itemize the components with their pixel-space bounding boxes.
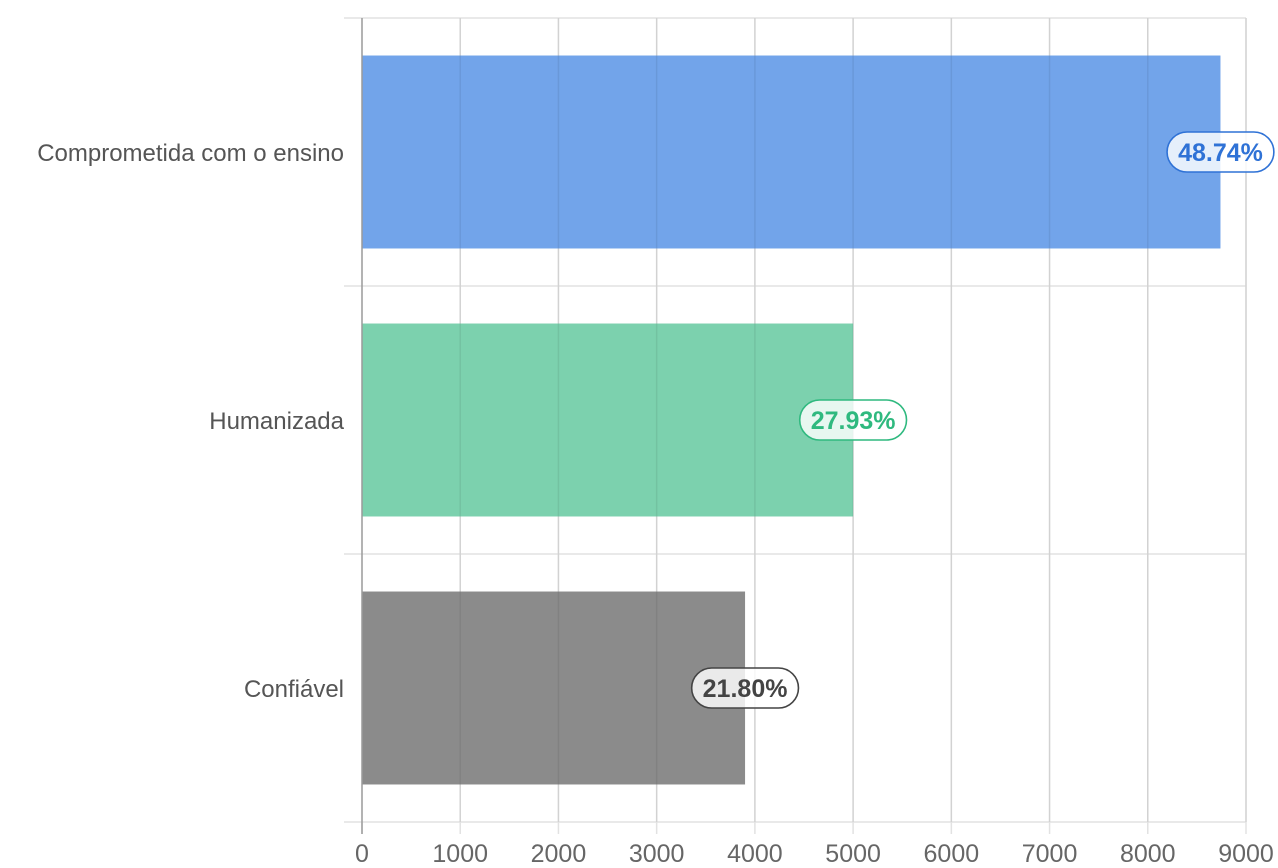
x-tick-label: 3000 [629, 840, 685, 868]
x-tick-label: 0 [355, 840, 369, 868]
data-label-badge: 21.80% [690, 667, 800, 709]
x-tick-label: 1000 [432, 840, 488, 868]
x-tick-label: 8000 [1120, 840, 1176, 868]
data-label-pill [690, 667, 800, 709]
data-label-pill [798, 399, 908, 441]
data-label: 21.80% [703, 675, 788, 703]
axis-layer: 0 1000 2000 3000 4000 5000 6000 7000 8000 9000 [355, 18, 1274, 868]
data-label: 27.93% [811, 407, 896, 435]
data-label-badge: 27.93% [798, 399, 908, 441]
category-label: Humanizada [209, 408, 344, 435]
x-tick-label: 7000 [1022, 840, 1078, 868]
label-layer: Comprometida com o ensino 48.74% Humanizad… [37, 131, 1275, 709]
data-label-badge: 48.74% [1166, 131, 1275, 173]
x-tick-label: 5000 [825, 840, 881, 868]
category-label: Comprometida com o ensino [37, 140, 344, 167]
category-label: Confiável [244, 676, 344, 703]
bar-layer [362, 55, 1221, 785]
bar [362, 591, 746, 785]
data-label: 48.74% [1178, 139, 1263, 167]
bar [362, 323, 854, 517]
x-tick-label: 9000 [1218, 840, 1274, 868]
x-tick-label: 4000 [727, 840, 783, 868]
bar [362, 55, 1221, 249]
x-tick-label: 6000 [924, 840, 980, 868]
data-label-pill [1166, 131, 1275, 173]
x-tick-label: 2000 [531, 840, 587, 868]
